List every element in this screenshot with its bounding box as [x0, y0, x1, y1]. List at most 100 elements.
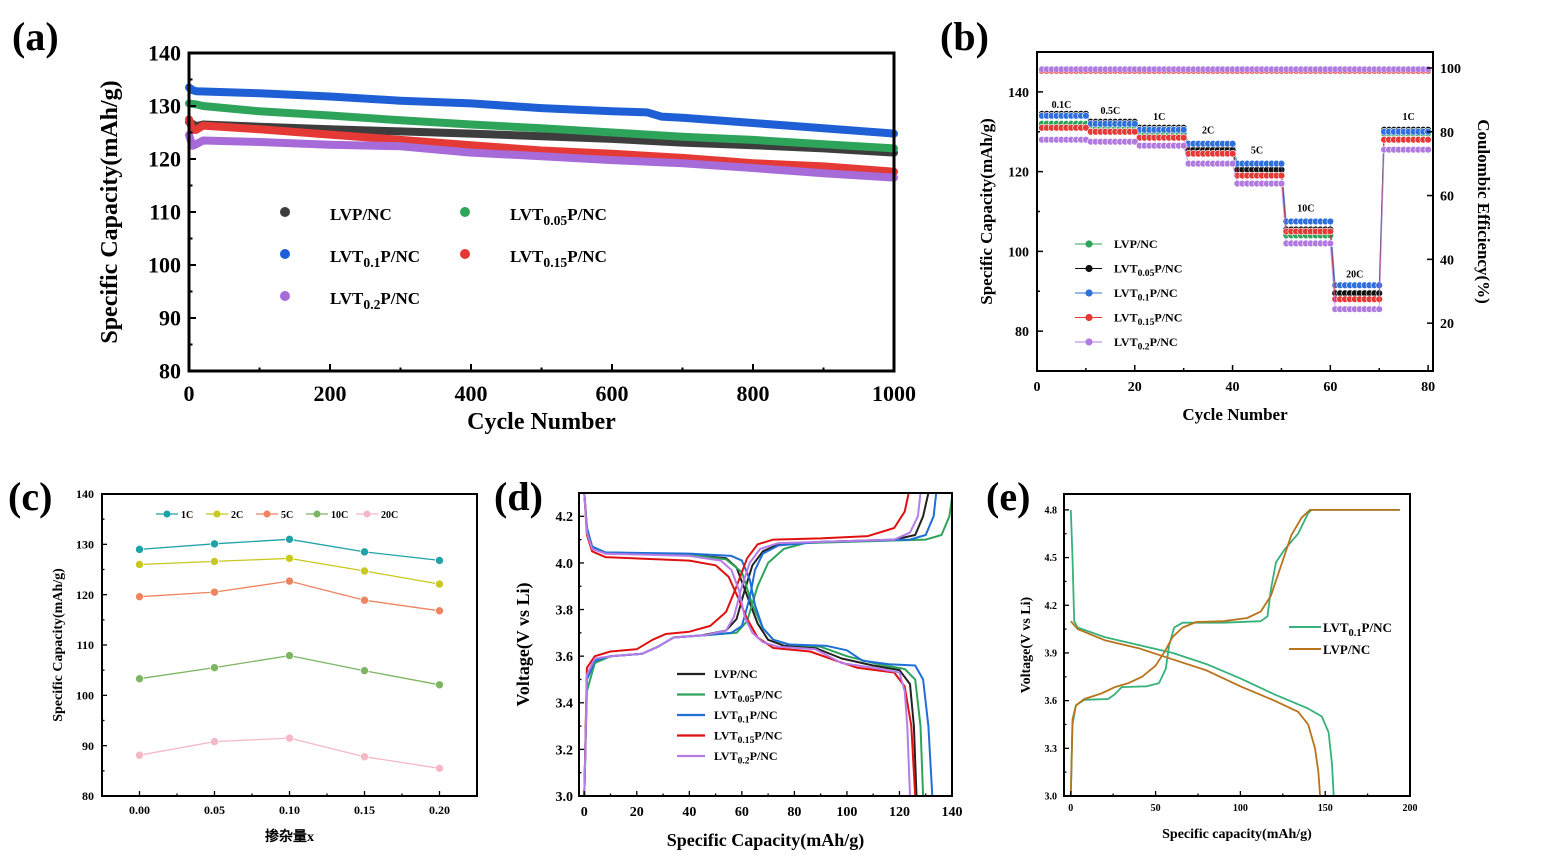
legend-label: LVT0.05P/NC [714, 688, 782, 706]
legend-label: LVT0.2P/NC [330, 289, 420, 312]
series-line-LVT0.2P/NC [185, 131, 898, 182]
y-tick-label: 100 [1008, 245, 1029, 260]
y-tick-label: 3.0 [556, 790, 574, 805]
capacity-point [1131, 120, 1139, 128]
legend-marker [460, 249, 470, 259]
x-tick-label: 20 [630, 805, 644, 820]
rate-label: 0.5C [1100, 106, 1120, 117]
x-tick-label: 0.00 [129, 803, 150, 817]
y-right-axis-title: Coulombic Efficiency(%) [1474, 119, 1493, 304]
y-tick-label: 3.6 [1045, 696, 1058, 707]
capacity-point [1277, 179, 1286, 188]
x-tick-label: 1000 [872, 381, 916, 406]
y-axis-title: Voltage(V vs Li) [1019, 596, 1034, 693]
rate-label: 2C [1202, 126, 1214, 137]
ce-point [1424, 65, 1432, 73]
x-tick-label: 600 [596, 381, 629, 406]
capacity-point [1424, 136, 1432, 144]
data-point [360, 595, 369, 605]
y-tick-label: 120 [148, 147, 181, 172]
y-tick-label: 140 [148, 41, 181, 66]
x-tick-label: 100 [1233, 803, 1248, 814]
y-tick-label: 90 [82, 739, 94, 753]
data-point [285, 534, 294, 544]
y-tick-label: 110 [77, 638, 94, 652]
legend-label: LVT0.15P/NC [714, 729, 782, 747]
legend-label: LVT0.1P/NC [1114, 286, 1178, 304]
legend-label: LVT0.05P/NC [510, 205, 607, 228]
legend-marker [263, 510, 271, 518]
capacity-point [1082, 112, 1090, 120]
legend-label: 10C [331, 510, 348, 521]
chart-e-voltage-profile: 0 50 100 150 200 3.0 3.3 3.6 3.9 4.2 4.5 4.8 Specifi… [1019, 493, 1418, 842]
y-right-tick-label: 20 [1440, 317, 1454, 332]
capacity-point [1228, 149, 1237, 158]
data-point [210, 539, 219, 549]
x-tick-label: 140 [942, 805, 963, 820]
charge-curve [1069, 509, 1400, 797]
legend-label: LVT0.1P/NC [330, 247, 420, 270]
y-tick-label: 130 [148, 94, 181, 119]
data-point [435, 764, 444, 773]
x-axis-title: Specific capacity(mAh/g) [1162, 827, 1312, 842]
y-tick-label: 100 [76, 689, 94, 703]
discharge-curve [583, 492, 911, 797]
series-line-LVT0.1P/NC [185, 83, 898, 138]
y-tick-label: 3.6 [556, 650, 574, 665]
y-tick-label: 3.2 [556, 743, 574, 758]
discharge-curve [583, 492, 934, 797]
y-right-tick-label: 80 [1440, 126, 1454, 141]
legend-marker [1085, 264, 1093, 273]
charge-curve [583, 492, 910, 797]
data-point [435, 556, 444, 565]
y-tick-label: 3.9 [1045, 648, 1058, 659]
x-axis-title: 掺杂量x [265, 828, 314, 845]
plot-frame [578, 492, 953, 797]
y-tick-label: 3.3 [1045, 744, 1058, 755]
data-point [435, 606, 444, 616]
plot-frame [1036, 51, 1434, 372]
series-line-5C [139, 580, 440, 612]
chart-a-cycling: 0 200 400 600 800 1000 80 90 100 110 120 130 140 Cycl… [97, 41, 916, 435]
x-tick-label: 400 [455, 381, 488, 406]
capacity-point [1424, 145, 1432, 154]
legend-marker [1085, 313, 1093, 322]
legend-marker [280, 207, 290, 217]
x-tick-label: 200 [314, 381, 347, 406]
y-tick-label: 120 [76, 588, 94, 602]
y-tick-label: 80 [159, 359, 181, 384]
y-tick-label: 140 [1008, 86, 1029, 101]
x-tick-label: 0.20 [429, 803, 450, 817]
data-point [360, 547, 369, 557]
legend-marker [313, 510, 321, 518]
data-point [210, 587, 219, 597]
capacity-point [1082, 124, 1090, 132]
legend-marker [280, 291, 290, 301]
capacity-point [1375, 305, 1383, 313]
x-tick-label: 80 [1421, 380, 1435, 395]
x-tick-label: 20 [1128, 380, 1142, 395]
data-point [360, 566, 369, 576]
capacity-point [1277, 159, 1286, 168]
data-point [360, 666, 369, 675]
legend-label: LVT0.05P/NC [1114, 262, 1182, 280]
y-axis-title: Specific Capacity(mAh/g) [97, 80, 123, 343]
y-tick-label: 3.8 [556, 603, 574, 618]
legend-marker [1085, 240, 1093, 248]
panel-label-d: (d) [494, 474, 543, 519]
rate-label: 10C [1297, 204, 1314, 215]
x-tick-label: 200 [1403, 803, 1418, 814]
legend-marker [363, 510, 371, 518]
series-line-10C [139, 654, 440, 686]
y-tick-label: 4.0 [556, 557, 574, 572]
x-tick-label: 0.10 [279, 803, 300, 817]
y-tick-label: 100 [148, 253, 181, 278]
data-point [135, 674, 144, 684]
data-point [135, 592, 144, 601]
y-tick-label: 140 [76, 487, 94, 501]
chart-c-doping: 0.00 0.05 0.10 0.15 0.20 80 90 100 110 120 130 140 掺… [51, 487, 478, 845]
legend-label: LVP/NC [330, 205, 392, 224]
legend-marker [1085, 338, 1093, 346]
panel-label-c: (c) [8, 474, 52, 519]
data-point [285, 651, 294, 660]
